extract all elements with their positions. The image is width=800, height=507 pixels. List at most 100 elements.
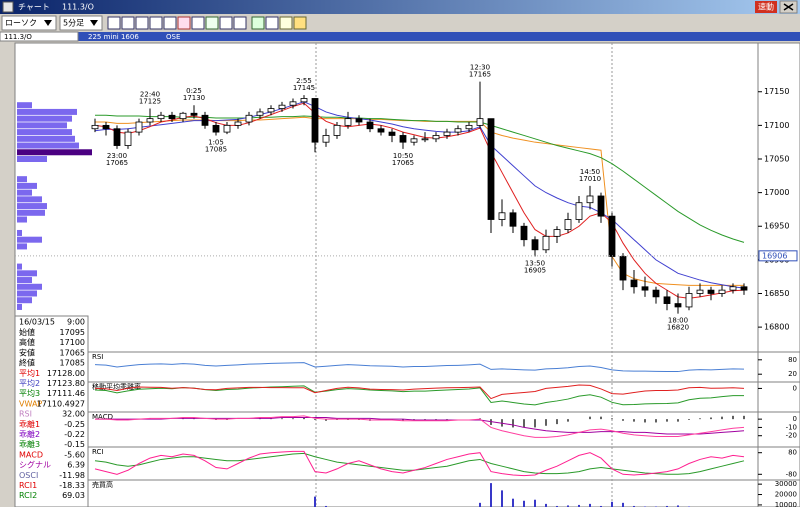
interval-dropdown[interactable] [59, 15, 103, 31]
tool-button[interactable] [177, 16, 191, 30]
histogram-bar [402, 419, 404, 421]
y-tick-label: 20000 [775, 491, 797, 499]
candle-body [674, 303, 682, 308]
candle-body [553, 229, 561, 237]
tool-button[interactable] [233, 16, 247, 30]
y-tick-label: 16950 [764, 222, 789, 231]
window-title: チャート [18, 3, 50, 12]
info-panel [14, 315, 89, 507]
candle-body [135, 121, 143, 133]
tool-button[interactable] [205, 16, 219, 30]
volume-profile-bar [17, 149, 92, 156]
volume-bar [314, 496, 316, 507]
info-label: RCI1 [19, 481, 37, 490]
tool-button[interactable] [293, 16, 307, 30]
tool-button[interactable] [149, 16, 163, 30]
header-code: 111.3/O [4, 33, 32, 41]
volume-bar [666, 505, 668, 507]
info-value: 17095 [60, 328, 85, 337]
volume-profile-bar [17, 236, 42, 243]
volume-bar [600, 505, 602, 507]
y-tick-label: 17150 [764, 87, 789, 96]
info-label: 乖離1 [19, 419, 40, 429]
time-annotation: 0:25 [186, 87, 202, 95]
info-label: 終値 [19, 358, 35, 368]
y-tick-label: 10000 [775, 501, 797, 507]
histogram-bar [325, 419, 327, 421]
time-annotation: 13:50 [525, 260, 545, 268]
tool-button[interactable] [191, 16, 205, 30]
candle-body [476, 118, 484, 126]
candle-body [652, 289, 660, 298]
info-label: OSCI [19, 471, 38, 480]
histogram-bar [732, 415, 734, 420]
volume-profile-bar [17, 182, 37, 189]
candle-body [179, 112, 187, 120]
candle-body [586, 195, 594, 204]
candle-body [344, 118, 352, 126]
histogram-bar [611, 418, 613, 420]
volume-profile-bar [17, 283, 42, 290]
volume-profile-bar [17, 108, 77, 115]
histogram-bar [292, 418, 294, 420]
histogram-bar [314, 419, 316, 420]
candle-body [531, 239, 539, 251]
time-annotation: 1:05 [208, 138, 224, 146]
chart-type-dropdown[interactable] [1, 15, 57, 31]
y-tick-label: -20 [786, 432, 797, 440]
info-value: 6.39 [67, 461, 85, 470]
volume-bar [501, 490, 503, 507]
volume-bar [479, 502, 481, 507]
tool-button[interactable] [251, 16, 265, 30]
histogram-bar [556, 419, 558, 425]
tool-button[interactable] [279, 16, 293, 30]
histogram-bar [589, 416, 591, 420]
time-annotation: 2:55 [296, 77, 312, 85]
histogram-bar [303, 417, 305, 420]
candle-body [619, 256, 627, 281]
volume-bar [325, 505, 327, 507]
candle-body [256, 111, 264, 116]
toolbar-icons [107, 16, 307, 30]
candle-body [498, 212, 506, 220]
indicator-line [95, 415, 745, 438]
info-value: -5.60 [64, 450, 85, 459]
candle-body [91, 124, 99, 130]
candle-body [707, 289, 715, 294]
current-price-box [758, 250, 798, 262]
volume-profile-bar [17, 102, 32, 109]
histogram-bar [534, 419, 536, 428]
tool-button[interactable] [107, 16, 121, 30]
time-annotation: 14:50 [580, 168, 600, 176]
candle-body [487, 118, 495, 220]
badge-label: 速動 [758, 3, 774, 12]
y-tick-label: 16850 [764, 289, 789, 298]
candle-body [146, 118, 154, 123]
y-tick-label: 30000 [775, 480, 797, 488]
pane-title: MACD [92, 413, 113, 421]
histogram-bar [633, 419, 635, 422]
tool-button[interactable] [121, 16, 135, 30]
dropdown-arrow [90, 20, 98, 26]
histogram-bar [710, 417, 712, 420]
y-tick-label: 0 [793, 415, 797, 423]
tool-button[interactable] [135, 16, 149, 30]
candle-body [267, 108, 275, 113]
tool-button[interactable] [163, 16, 177, 30]
candle-body [465, 124, 473, 130]
tool-button[interactable] [265, 16, 279, 30]
volume-bar [622, 502, 624, 507]
info-label: 高値 [19, 337, 35, 347]
y-tick-label: 80 [788, 449, 797, 457]
candle-body [157, 114, 165, 120]
badge-button[interactable] [755, 1, 777, 13]
info-value: 17085 [60, 359, 85, 368]
tool-button[interactable] [219, 16, 233, 30]
volume-profile-bar [17, 115, 72, 122]
info-value: 17065 [60, 348, 85, 357]
candle-body [564, 219, 572, 231]
candle-body [520, 225, 528, 241]
histogram-bar [721, 416, 723, 420]
pane-title: RCI [92, 448, 103, 456]
